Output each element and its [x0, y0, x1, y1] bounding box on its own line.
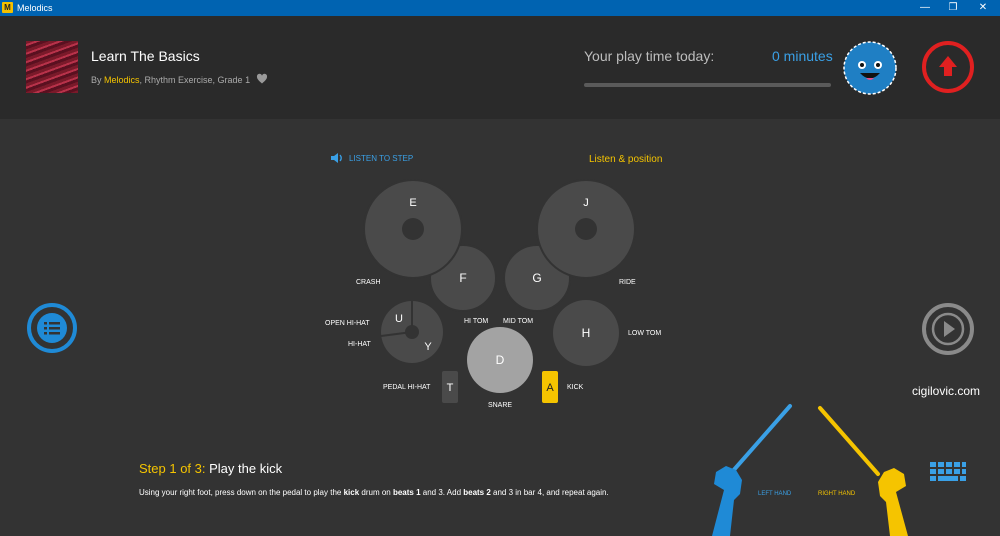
author-link[interactable]: Melodics — [104, 75, 140, 85]
hi-tom-label: HI TOM — [464, 318, 488, 325]
open-hi-hat-label: OPEN HI-HAT — [325, 320, 370, 327]
meta-by: By — [91, 75, 105, 85]
desc-part: and 3 in bar 4, and repeat again. — [490, 488, 609, 497]
mid-tom-pad[interactable]: G — [503, 244, 571, 312]
right-hand-label: RIGHT HAND — [818, 491, 856, 497]
playtime-value: 0 minutes — [772, 48, 833, 64]
desc-bold: beats 2 — [463, 488, 491, 497]
list-icon[interactable] — [26, 302, 78, 354]
listen-position-mode[interactable]: Listen & position — [589, 154, 663, 165]
low-tom-key: H — [582, 326, 591, 340]
left-hand-label: LEFT HAND — [758, 491, 792, 497]
desc-bold: kick — [343, 488, 360, 497]
hi-tom-key: F — [459, 271, 466, 285]
ride-key: J — [583, 197, 589, 209]
step-number: Step 1 of 3: — [139, 461, 206, 476]
desc-part: Using your right foot, press down on the… — [139, 488, 344, 497]
heart-icon[interactable] — [256, 73, 268, 85]
lesson-header: Learn The Basics By Melodics, Rhythm Exe… — [0, 16, 1000, 119]
crash-label: CRASH — [356, 279, 381, 286]
smiley-avatar-icon[interactable] — [842, 40, 898, 96]
keyboard-icon[interactable] — [930, 462, 966, 486]
pedal-hi-hat-pad[interactable]: T — [442, 371, 458, 403]
hi-hat-label: HI-HAT — [348, 341, 372, 348]
watermark-text: cigilovic.com — [912, 384, 981, 398]
snare-key: D — [496, 353, 505, 367]
window-titlebar: M Melodics — ❐ ✕ — [0, 0, 1000, 16]
lesson-meta: By Melodics, Rhythm Exercise, Grade 1 — [91, 75, 250, 85]
mid-tom-label: MID TOM — [503, 318, 533, 325]
playtime-label: Your play time today: — [584, 48, 715, 64]
pedal-key: T — [447, 382, 454, 394]
desc-part: drum on — [359, 488, 393, 497]
meta-details: , Rhythm Exercise, Grade 1 — [139, 75, 251, 85]
crash-cymbal-pad[interactable]: E — [363, 179, 463, 279]
lesson-title: Learn The Basics — [91, 48, 200, 64]
minimize-button[interactable]: — — [920, 2, 930, 13]
low-tom-label: LOW TOM — [628, 330, 661, 337]
kick-pad[interactable]: A — [542, 371, 558, 403]
pedal-hi-hat-label: PEDAL HI-HAT — [383, 384, 431, 391]
hi-hat-key: Y — [424, 341, 432, 353]
lesson-thumbnail — [26, 41, 78, 93]
ride-label: RIDE — [619, 279, 636, 286]
window-title: Melodics — [17, 3, 53, 13]
desc-part: and 3. Add — [420, 488, 464, 497]
close-button[interactable]: ✕ — [978, 2, 988, 13]
ride-cymbal-pad[interactable]: J — [536, 179, 636, 279]
kick-key: A — [546, 382, 554, 394]
step-title: Step 1 of 3: Play the kick — [139, 461, 282, 476]
snare-label: SNARE — [488, 402, 512, 409]
app-logo-icon: M — [2, 2, 13, 13]
play-icon[interactable] — [921, 302, 975, 356]
listen-to-step-button[interactable]: LISTEN TO STEP — [330, 152, 413, 164]
restore-button[interactable]: ❐ — [948, 2, 958, 13]
playtime-progress-bar — [584, 83, 831, 87]
hands-illustration: LEFT HAND RIGHT HAND — [712, 404, 908, 536]
hi-tom-pad[interactable]: F — [429, 244, 497, 312]
listen-to-step-label: LISTEN TO STEP — [349, 153, 414, 163]
speaker-icon — [331, 153, 342, 163]
desc-bold: beats 1 — [392, 488, 421, 497]
open-hi-hat-key: U — [395, 313, 403, 325]
low-tom-pad[interactable]: H — [553, 300, 619, 366]
kick-label: KICK — [567, 384, 584, 391]
hi-hat-pad[interactable]: U Y — [380, 300, 443, 363]
snare-pad[interactable]: D — [467, 327, 533, 393]
crash-key: E — [409, 197, 416, 209]
mid-tom-key: G — [532, 271, 541, 285]
step-name: Play the kick — [209, 461, 283, 476]
step-description: Using your right foot, press down on the… — [139, 487, 659, 499]
up-arrow-icon[interactable] — [921, 40, 975, 94]
